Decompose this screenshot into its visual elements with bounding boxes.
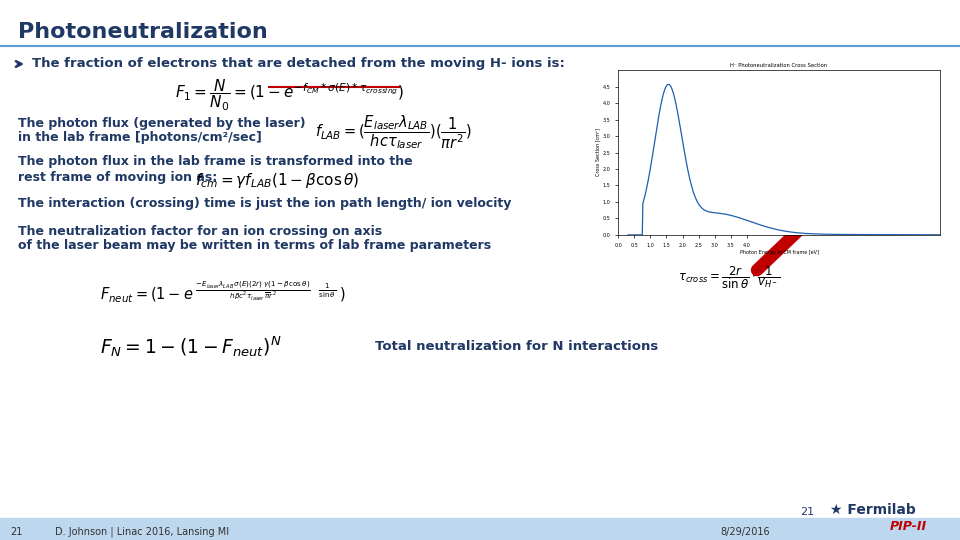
Title: H⁻ Photoneutralization Cross Section: H⁻ Photoneutralization Cross Section: [731, 63, 828, 69]
Text: $F_{neut} = (1 - e^{\;\frac{-E_{laser}\lambda_{LAB}\,\sigma(E)(2r)\;\gamma(1-\be: $F_{neut} = (1 - e^{\;\frac{-E_{laser}\l…: [100, 280, 347, 305]
Text: The fraction of electrons that are detached from the moving H- ions is:: The fraction of electrons that are detac…: [32, 57, 564, 71]
Text: $\tau_{cross} = \dfrac{2r}{\sin\theta}\cdot\dfrac{1}{v_{H^-}}$: $\tau_{cross} = \dfrac{2r}{\sin\theta}\c…: [678, 265, 780, 292]
Text: The photon flux in the lab frame is transformed into the: The photon flux in the lab frame is tran…: [18, 156, 413, 168]
Text: Total neutralization for N interactions: Total neutralization for N interactions: [375, 341, 659, 354]
Text: The photon flux (generated by the laser): The photon flux (generated by the laser): [18, 118, 305, 131]
Text: rest frame of moving ion as:: rest frame of moving ion as:: [18, 171, 217, 184]
Text: $f_{LAB} = (\dfrac{E_{laser}\lambda_{LAB}}{hc\tau_{laser}})(\dfrac{1}{\pi r^2})$: $f_{LAB} = (\dfrac{E_{laser}\lambda_{LAB…: [315, 113, 471, 151]
Text: in the lab frame [photons/cm²/sec]: in the lab frame [photons/cm²/sec]: [18, 132, 262, 145]
Text: LASER: LASER: [807, 183, 833, 208]
Text: of the laser beam may be written in terms of lab frame parameters: of the laser beam may be written in term…: [18, 240, 492, 253]
Text: $F_1 = \dfrac{N}{N_0} = (1 - e^{-f_{CM}*\sigma(E)*\tau_{crossing}})$: $F_1 = \dfrac{N}{N_0} = (1 - e^{-f_{CM}*…: [175, 77, 404, 113]
Text: The neutralization factor for an ion crossing on axis: The neutralization factor for an ion cro…: [18, 226, 382, 239]
Text: The interaction (crossing) time is just the ion path length/ ion velocity: The interaction (crossing) time is just …: [18, 198, 512, 211]
Text: 21: 21: [800, 507, 814, 517]
Text: $F_N = 1 - (1 - F_{neut})^N$: $F_N = 1 - (1 - F_{neut})^N$: [100, 335, 281, 360]
Y-axis label: Cross Section [cm²]: Cross Section [cm²]: [595, 129, 600, 177]
X-axis label: Photon Energy in CM frame [eV]: Photon Energy in CM frame [eV]: [739, 251, 819, 255]
Text: D. Johnson | Linac 2016, Lansing MI: D. Johnson | Linac 2016, Lansing MI: [55, 526, 229, 537]
Text: ★ Fermilab: ★ Fermilab: [830, 503, 916, 517]
Bar: [0, 518, 960, 540]
Text: H⁻: H⁻: [699, 215, 714, 228]
Text: 8/29/2016: 8/29/2016: [720, 527, 770, 537]
Text: $f_{cm} = \gamma f_{LAB}(1 - \beta\cos\theta)$: $f_{cm} = \gamma f_{LAB}(1 - \beta\cos\t…: [195, 171, 359, 190]
Text: PIP-II: PIP-II: [890, 519, 927, 532]
Text: 21: 21: [10, 527, 22, 537]
Text: Photoneutralization: Photoneutralization: [18, 22, 268, 42]
